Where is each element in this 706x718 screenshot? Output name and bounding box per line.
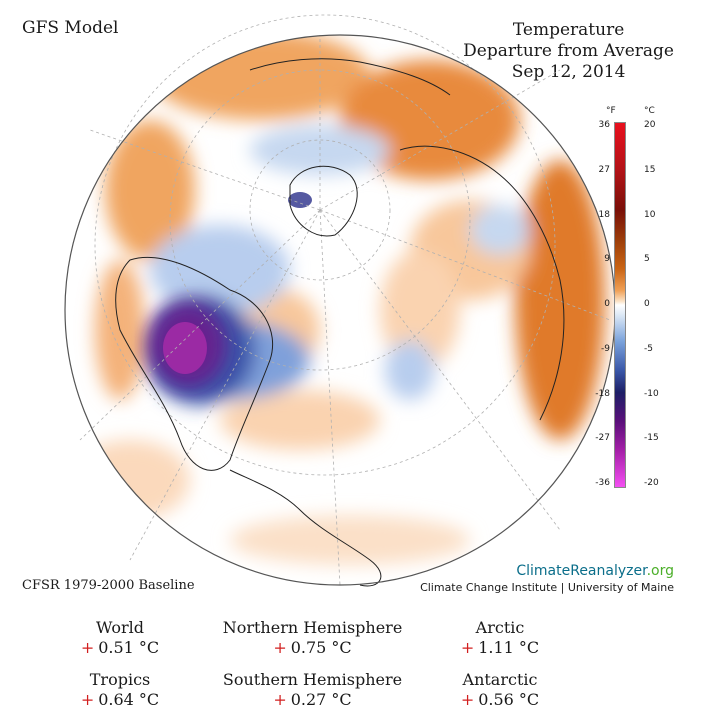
stat-sign: + bbox=[273, 690, 287, 709]
model-label: GFS Model bbox=[22, 18, 119, 38]
brand-block: ClimateReanalyzer.org Climate Change Ins… bbox=[420, 563, 674, 594]
colorbar-tick-c: -10 bbox=[644, 388, 659, 399]
stat-sign: + bbox=[80, 690, 95, 709]
stat-region: Arctic bbox=[475, 618, 525, 637]
brand-logo-text: ClimateReanalyzer.org bbox=[420, 563, 674, 579]
stat-region: World bbox=[96, 618, 144, 637]
central-america-outline bbox=[229, 469, 382, 587]
stat-sign: + bbox=[273, 638, 287, 657]
title-line-2: Departure from Average bbox=[463, 41, 674, 61]
stat-region: Antarctic bbox=[462, 670, 538, 689]
stat-northern-hemisphere: Northern Hemisphere +0.75 °C bbox=[220, 618, 405, 658]
colorbar-tick-c: 5 bbox=[644, 254, 650, 265]
greenland-outline bbox=[289, 165, 358, 237]
stat-value: 0.75 °C bbox=[290, 638, 352, 657]
colorbar-unit-f: °F bbox=[606, 106, 616, 116]
institute-line: Climate Change Institute | University of… bbox=[420, 581, 674, 594]
title-line-3: Sep 12, 2014 bbox=[511, 62, 626, 82]
stat-world: World +0.51 °C bbox=[55, 618, 185, 658]
colorbar-tick-c: -15 bbox=[644, 433, 659, 444]
colorbar-tick-f: 27 bbox=[598, 164, 610, 175]
north-america-outline bbox=[115, 256, 274, 471]
colorbar-tick-f: 0 bbox=[604, 299, 610, 309]
regional-anomalies: World +0.51 °C Northern Hemisphere +0.75… bbox=[0, 618, 706, 718]
colorbar-tick-f: 18 bbox=[598, 209, 610, 220]
temperature-anomaly-globe bbox=[64, 14, 616, 587]
colorbar-tick-c: 0 bbox=[644, 299, 650, 309]
siberia-outline bbox=[249, 58, 451, 96]
stat-sign: + bbox=[460, 638, 475, 657]
stat-value: 0.27 °C bbox=[290, 690, 352, 709]
eurasia-outline bbox=[399, 145, 565, 421]
anomaly-field bbox=[70, 35, 605, 565]
map-title: Temperature Departure from Average Sep 1… bbox=[463, 20, 674, 83]
coastlines bbox=[115, 58, 565, 587]
stat-antarctic: Antarctic +0.56 °C bbox=[440, 670, 560, 710]
stat-arctic: Arctic +1.11 °C bbox=[440, 618, 560, 658]
baseline-note: CFSR 1979-2000 Baseline bbox=[22, 578, 195, 593]
colorbar-tick-c: 20 bbox=[644, 120, 656, 130]
stat-region: Northern Hemisphere bbox=[222, 618, 403, 637]
stat-value: 0.64 °C bbox=[98, 690, 160, 709]
colorbar-tick-f: -9 bbox=[601, 343, 610, 354]
stat-value: 1.11 °C bbox=[478, 638, 540, 657]
colorbar-tick-f: 9 bbox=[604, 254, 610, 265]
colorbar-gradient bbox=[614, 122, 626, 488]
stat-southern-hemisphere: Southern Hemisphere +0.27 °C bbox=[220, 670, 405, 710]
brand-domain: .org bbox=[646, 563, 674, 579]
colorbar: °F °C 36 20 27 15 18 10 9 5 0 0 -9 -5 -18 -10 -27 -15 -3… bbox=[595, 106, 659, 488]
colorbar-tick-f: 36 bbox=[598, 120, 610, 130]
colorbar-tick-f: -18 bbox=[595, 388, 610, 399]
colorbar-tick-f: -36 bbox=[595, 478, 610, 488]
stat-value: 0.51 °C bbox=[98, 638, 160, 657]
colorbar-unit-c: °C bbox=[644, 106, 655, 116]
colorbar-tick-c: -5 bbox=[644, 343, 653, 354]
stat-value: 0.56 °C bbox=[478, 690, 540, 709]
title-line-1: Temperature bbox=[512, 20, 625, 40]
brand-name: ClimateReanalyzer bbox=[516, 563, 647, 579]
globe-disc bbox=[65, 35, 615, 585]
colorbar-tick-c: 15 bbox=[644, 164, 656, 175]
colorbar-tick-f: -27 bbox=[595, 433, 610, 444]
colorbar-tick-c: 10 bbox=[644, 209, 656, 220]
stat-sign: + bbox=[80, 638, 95, 657]
graticule bbox=[79, 14, 611, 586]
stat-region: Southern Hemisphere bbox=[222, 670, 403, 689]
colorbar-tick-c: -20 bbox=[644, 478, 659, 488]
stat-region: Tropics bbox=[89, 670, 151, 689]
stat-sign: + bbox=[460, 690, 475, 709]
stat-tropics: Tropics +0.64 °C bbox=[55, 670, 185, 710]
